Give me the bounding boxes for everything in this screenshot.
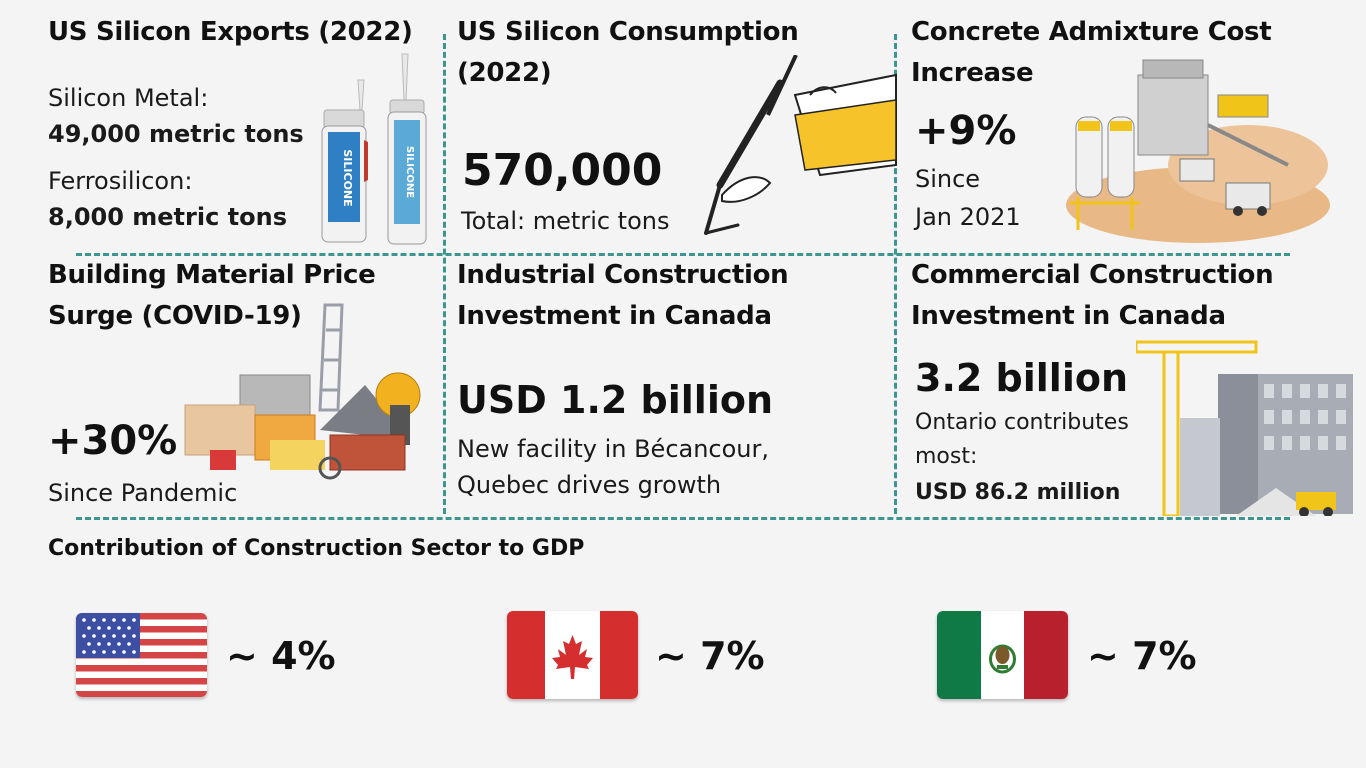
panel-title-line2: Surge (COVID-19) <box>48 301 302 331</box>
construction-site-icon <box>1136 340 1353 516</box>
horizontal-divider-2 <box>76 517 1290 520</box>
vertical-divider-2 <box>894 34 897 514</box>
concrete-plant-icon <box>1066 59 1330 243</box>
commercial-caption-line1: Ontario contributes <box>915 410 1129 435</box>
tube-label: SILICONE <box>404 146 415 198</box>
mexico-gdp-value: ~ 7% <box>1087 634 1197 678</box>
panel-title-line1: US Silicon Consumption <box>457 17 799 47</box>
surge-value: +30% <box>48 418 178 464</box>
us-flag-icon <box>76 613 207 697</box>
canada-flag-icon <box>507 611 638 699</box>
metal-value: 49,000 metric tons <box>48 120 304 148</box>
panel-title-line2: Investment in Canada <box>457 301 772 331</box>
canada-gdp-value: ~ 7% <box>655 634 765 678</box>
commercial-caption-line2: most: <box>915 444 978 469</box>
commercial-caption-value: USD 86.2 million <box>915 480 1121 505</box>
panel-title-line2: Increase <box>911 58 1034 88</box>
industrial-caption-line2: Quebec drives growth <box>457 471 722 499</box>
mexico-flag-icon <box>937 611 1068 699</box>
admixture-caption-line1: Since <box>915 165 981 193</box>
tube-label: SILICONE <box>341 149 354 206</box>
horizontal-divider-1 <box>76 253 1290 256</box>
industrial-caption-line1: New facility in Bécancour, <box>457 435 770 463</box>
panel-title: US Silicon Exports (2022) <box>48 17 413 47</box>
panel-title-line2: (2022) <box>457 58 552 88</box>
admixture-caption-line2: Jan 2021 <box>915 203 1021 231</box>
panel-title-line2: Investment in Canada <box>911 301 1226 331</box>
commercial-value: 3.2 billion <box>915 356 1129 400</box>
panel-title-line1: Industrial Construction <box>457 260 789 290</box>
consumption-caption: Total: metric tons <box>461 207 670 235</box>
building-materials-icon <box>184 303 421 480</box>
metal-label: Silicon Metal: <box>48 84 209 112</box>
silicone-tubes-icon: SILICONE SILICONE <box>321 53 427 245</box>
gdp-title: Contribution of Construction Sector to G… <box>48 536 585 561</box>
panel-title-line1: Commercial Construction <box>911 260 1274 290</box>
industrial-value: USD 1.2 billion <box>457 378 774 422</box>
vertical-divider-1 <box>443 34 446 514</box>
consumption-value: 570,000 <box>462 145 663 196</box>
ferro-value: 8,000 metric tons <box>48 203 288 231</box>
us-gdp-value: ~ 4% <box>226 634 336 678</box>
surge-caption: Since Pandemic <box>48 479 238 507</box>
caulking-gun-icon <box>704 55 897 235</box>
admixture-value: +9% <box>915 108 1017 154</box>
panel-title-line1: Concrete Admixture Cost <box>911 17 1272 47</box>
panel-title-line1: Building Material Price <box>48 260 376 290</box>
ferro-label: Ferrosilicon: <box>48 167 193 195</box>
